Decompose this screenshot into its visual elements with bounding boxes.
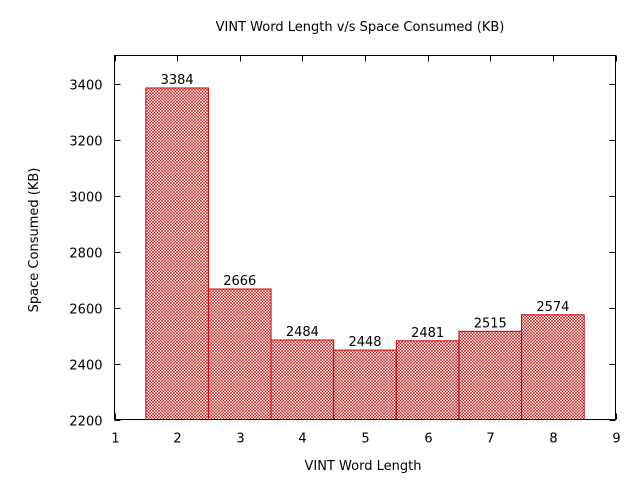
- bar: [145, 87, 209, 420]
- x-tick-label: 1: [111, 432, 119, 447]
- bars: [145, 87, 585, 421]
- x-tick-label: 3: [236, 432, 244, 447]
- y-tick-label: 3000: [69, 191, 102, 206]
- y-tick-label: 2200: [69, 415, 102, 430]
- y-tick-label: 2600: [69, 303, 102, 318]
- bar-value-label: 2574: [536, 300, 569, 315]
- x-axis-label: VINT Word Length: [305, 459, 422, 474]
- chart-title: VINT Word Length v/s Space Consumed (KB): [216, 20, 505, 35]
- axis-ticks: 1 2 3 4 5 6 7 8 9 2200 2400 2600 2800 3000 3200 3400: [69, 55, 621, 447]
- bar: [458, 330, 523, 420]
- bar-value-label: 3384: [161, 73, 194, 88]
- bar: [207, 288, 272, 420]
- bar-value-label: 2484: [286, 325, 319, 340]
- bar: [395, 340, 460, 421]
- x-tick-label: 8: [549, 432, 557, 447]
- x-tick-label: 4: [298, 432, 306, 447]
- y-tick-label: 2400: [69, 359, 102, 374]
- bar-value-label: 2448: [348, 335, 381, 350]
- x-tick-label: 7: [486, 432, 494, 447]
- bar: [270, 339, 335, 421]
- bar: [333, 349, 397, 420]
- bar: [521, 314, 585, 420]
- y-tick-label: 3400: [69, 79, 102, 94]
- x-tick-label: 2: [173, 432, 181, 447]
- bar-value-label: 2666: [223, 274, 256, 289]
- data-labels: 3384 2666 2484 2448 2481 2515 2574: [161, 73, 570, 350]
- y-tick-label: 2800: [69, 247, 102, 262]
- x-tick-label: 5: [361, 432, 369, 447]
- plot-frame: [114, 55, 616, 420]
- y-tick-label: 3200: [69, 135, 102, 150]
- x-tick-label: 9: [612, 432, 620, 447]
- bar-value-label: 2515: [474, 316, 507, 331]
- bar-value-label: 2481: [411, 326, 444, 341]
- y-axis-label: Space Consumed (KB): [27, 168, 42, 313]
- x-tick-label: 6: [424, 432, 432, 447]
